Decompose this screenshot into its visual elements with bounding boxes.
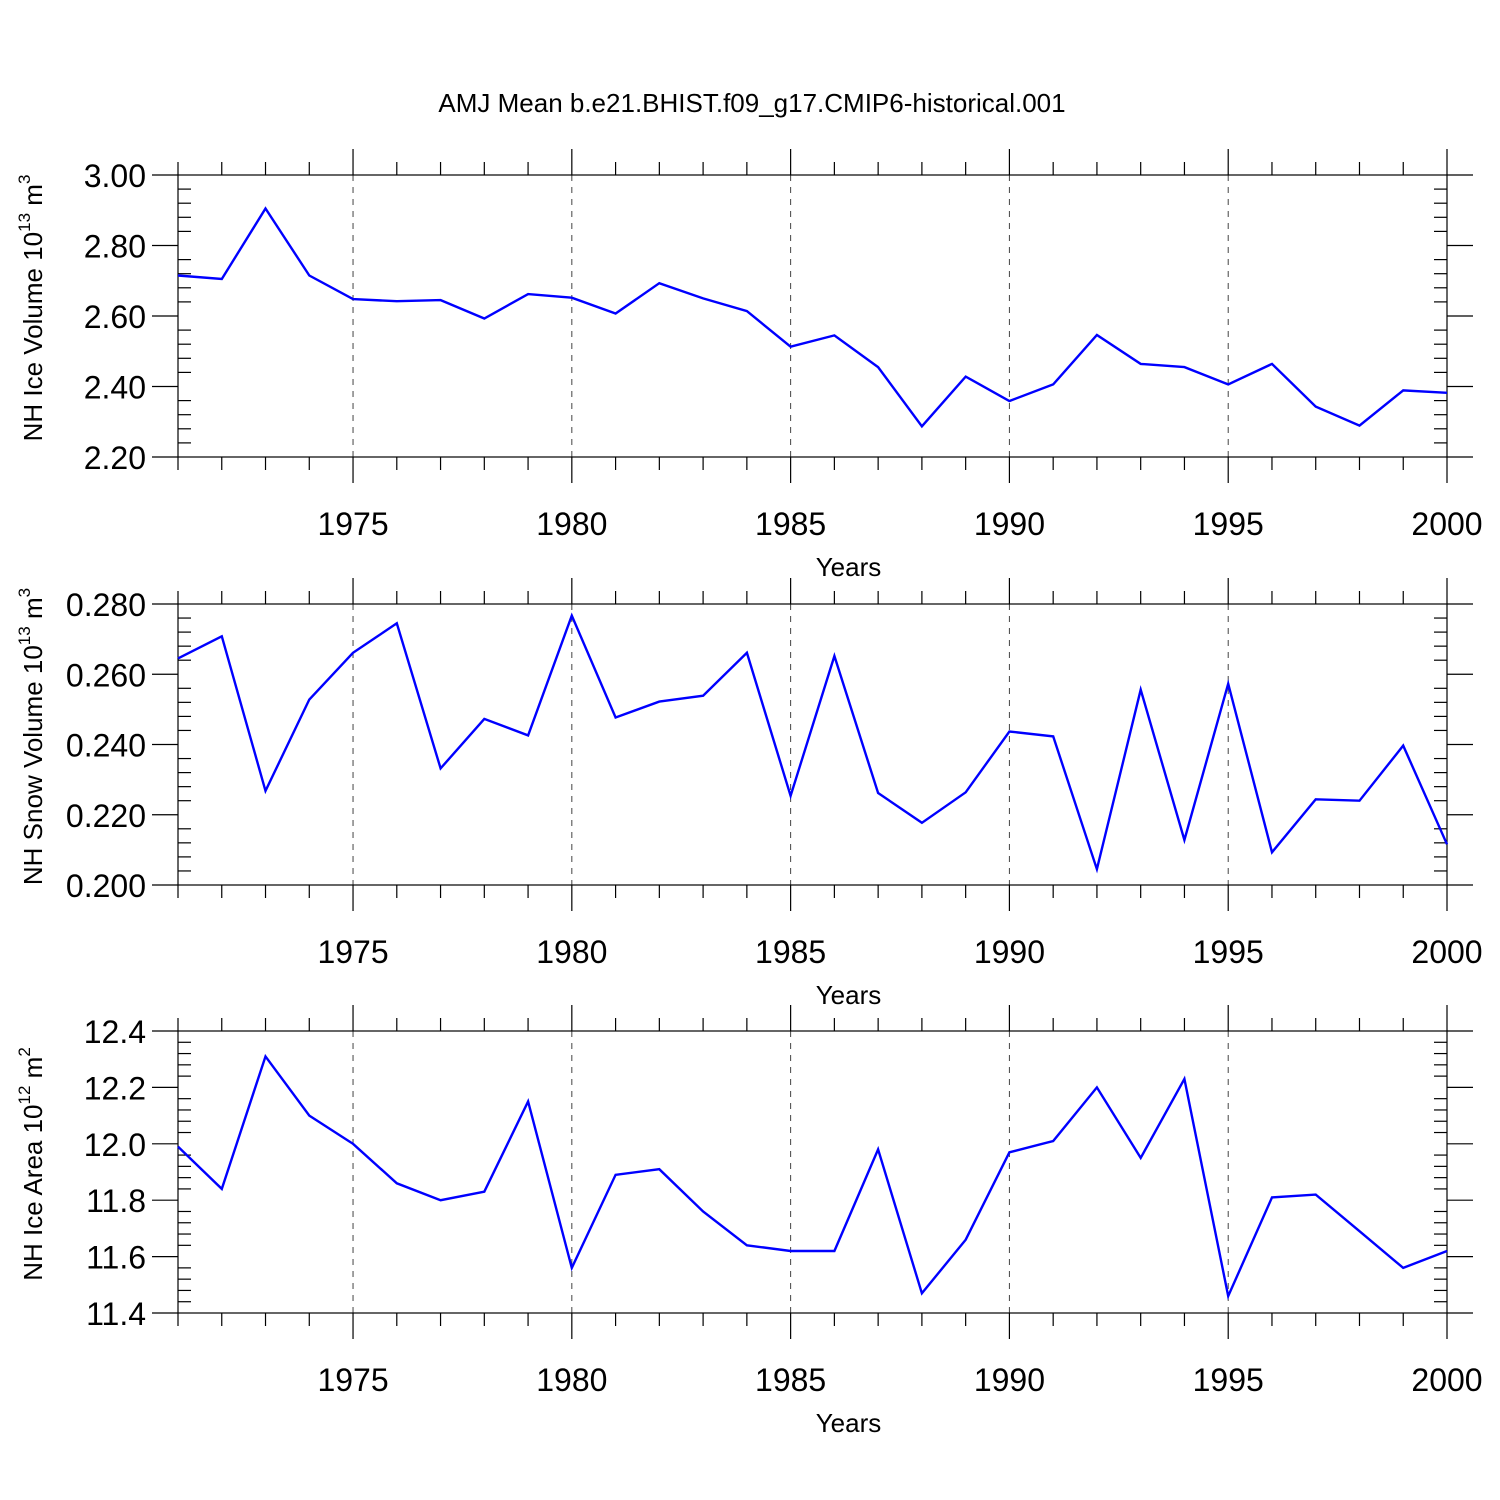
x-tick-label: 2000 [1411,506,1482,542]
panel-1: 2.20 2.40 2.60 2.80 3.00 1975 1980 1985 1990 1995… [15,149,1483,582]
y-tick-label: 0.260 [66,657,146,693]
x-tick-label: 1980 [536,1362,607,1398]
y-tick-label: 2.80 [84,229,146,265]
y-tick-label: 11.6 [86,1240,146,1276]
y-axis-title-unit-exponent: 3 [15,588,34,597]
y-tick-label: 0.240 [66,728,146,764]
y-axis-title-exponent: 12 [15,1086,34,1105]
y-axis-title-exponent: 13 [15,213,34,232]
x-tick-label: 1985 [755,934,826,970]
series-line [177,1053,1448,1301]
x-axis-title: Years [816,980,882,1010]
y-axis-title: NH Ice Area 1012 m2 [15,1047,48,1281]
chart-title: AMJ Mean b.e21.BHIST.f09_g17.CMIP6-histo… [438,88,1065,118]
y-tick-label: 12.4 [84,1014,146,1050]
series-line [177,206,1448,429]
y-tick-label: 0.220 [66,798,146,834]
series-line [177,612,1449,874]
y-tick-label: 3.00 [84,158,146,194]
y-tick-label: 2.40 [84,370,146,406]
x-tick-label: 1995 [1193,934,1264,970]
x-tick-label: 1990 [974,506,1045,542]
y-tick-label: 12.2 [84,1070,146,1106]
y-axis-title: NH Snow Volume 1013 m3 [15,588,48,885]
y-tick-label: 11.8 [86,1183,146,1219]
x-tick-label: 1990 [974,934,1045,970]
x-tick-label: 1980 [536,506,607,542]
x-tick-label: 2000 [1411,1362,1482,1398]
plot-frame [177,174,1448,458]
y-axis-title-exponent: 13 [15,626,34,645]
panel-2: 0.200 0.220 0.240 0.260 0.280 1975 1980 1985 199… [15,578,1483,1010]
x-axis-title: Years [816,552,882,582]
y-axis-title: NH Ice Volume 1013 m3 [15,175,48,442]
y-axis-title-unit: m [18,184,48,213]
plot-frame [177,603,1448,886]
y-tick-label: 2.20 [84,440,146,476]
x-tick-label: 1985 [755,506,826,542]
y-axis-title-text: NH Ice Area 10 [18,1104,48,1280]
x-tick-label: 1975 [317,934,388,970]
x-tick-label: 1990 [974,1362,1045,1398]
y-tick-label: 12.0 [84,1127,146,1163]
plot-frame [177,1030,1448,1314]
y-axis-title-text: NH Ice Volume 10 [18,232,48,442]
y-axis-title-unit-exponent: 3 [15,175,34,184]
y-tick-label: 0.280 [66,587,146,623]
y-axis-title-unit: m [18,1057,48,1086]
y-axis-title-text: NH Snow Volume 10 [18,645,48,885]
y-axis-title-unit-exponent: 2 [15,1047,34,1056]
y-tick-label: 0.200 [66,868,146,904]
x-tick-label: 1975 [317,1362,388,1398]
y-axis-title-unit: m [18,597,48,626]
x-axis-title: Years [816,1408,882,1438]
y-tick-label: 2.60 [84,299,146,335]
x-tick-label: 1995 [1193,1362,1264,1398]
x-tick-label: 1985 [755,1362,826,1398]
panel-3: 11.4 11.6 11.8 12.0 12.2 12.4 1975 1980 1985 1990… [15,1005,1483,1438]
y-tick-label: 11.4 [86,1296,146,1332]
x-tick-label: 1995 [1193,506,1264,542]
x-tick-label: 2000 [1411,934,1482,970]
x-tick-label: 1975 [317,506,388,542]
x-tick-label: 1980 [536,934,607,970]
